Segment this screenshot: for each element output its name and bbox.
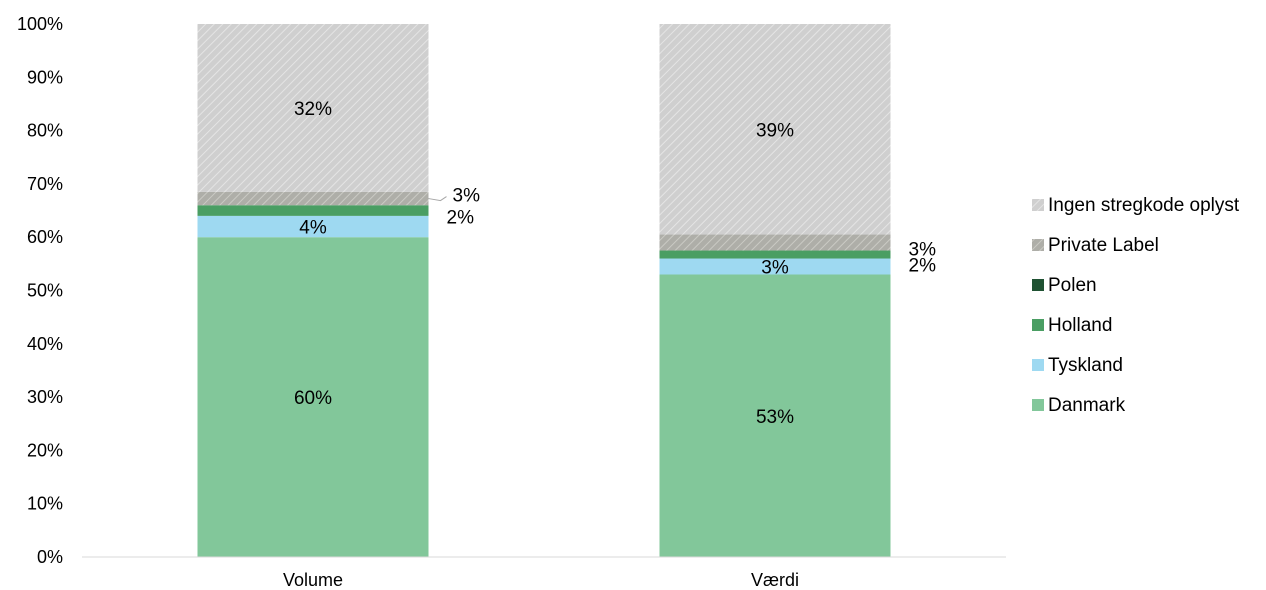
legend: Ingen stregkode oplyst Private Label Polen… xyxy=(1032,195,1240,416)
bar-segment-private-label xyxy=(197,191,429,206)
data-label: 2% xyxy=(909,256,937,277)
x-tick-label: Volume xyxy=(283,570,343,590)
bar-segment-holland xyxy=(197,205,429,216)
data-label: 39% xyxy=(756,120,794,141)
y-tick-label: 90% xyxy=(27,67,63,87)
leader-line xyxy=(428,196,447,202)
y-axis: 0% 10% 20% 30% 40% 50% 60% 70% 80% 90% 100% xyxy=(17,14,63,567)
y-tick-label: 60% xyxy=(27,227,63,247)
y-tick-label: 40% xyxy=(27,334,63,354)
data-label: 53% xyxy=(756,407,794,428)
data-label: 3% xyxy=(453,186,481,207)
legend-swatch xyxy=(1032,239,1044,251)
bar-segment-danmark xyxy=(659,274,891,557)
legend-label: Ingen stregkode oplyst xyxy=(1048,195,1240,216)
bars xyxy=(197,24,891,557)
y-tick-label: 10% xyxy=(27,494,63,514)
legend-label: Tyskland xyxy=(1048,355,1123,376)
y-tick-label: 30% xyxy=(27,387,63,407)
legend-label: Private Label xyxy=(1048,235,1159,256)
legend-label: Holland xyxy=(1048,315,1112,336)
bar-segment-holland xyxy=(659,250,891,259)
legend-swatch xyxy=(1032,399,1044,411)
bar-segment-tyskland xyxy=(659,258,891,275)
legend-swatch xyxy=(1032,279,1044,291)
legend-swatch xyxy=(1032,319,1044,331)
data-label: 2% xyxy=(447,208,475,229)
bar-segment-ingen-stregkode-oplyst xyxy=(197,24,429,192)
data-label: 4% xyxy=(299,218,327,239)
x-axis: Volume Værdi xyxy=(283,570,799,590)
data-labels: 60%4%32%3%2%53%3%39%3%2% xyxy=(294,99,936,428)
y-tick-label: 50% xyxy=(27,281,63,301)
bar-segment-ingen-stregkode-oplyst xyxy=(659,24,891,235)
legend-swatch xyxy=(1032,359,1044,371)
x-tick-label: Værdi xyxy=(751,570,799,590)
y-tick-label: 20% xyxy=(27,440,63,460)
bar-segment-private-label xyxy=(659,234,891,251)
data-label: 32% xyxy=(294,99,332,120)
bar-segment-danmark xyxy=(197,237,429,557)
y-tick-label: 70% xyxy=(27,174,63,194)
y-tick-label: 80% xyxy=(27,121,63,141)
y-tick-label: 100% xyxy=(17,14,63,34)
bar-segment-tyskland xyxy=(197,215,429,238)
legend-label: Polen xyxy=(1048,275,1097,296)
data-label: 3% xyxy=(761,258,789,279)
data-label: 3% xyxy=(909,240,937,261)
data-label: 60% xyxy=(294,388,332,409)
y-tick-label: 0% xyxy=(37,547,63,567)
legend-swatch xyxy=(1032,199,1044,211)
legend-label: Danmark xyxy=(1048,395,1126,416)
